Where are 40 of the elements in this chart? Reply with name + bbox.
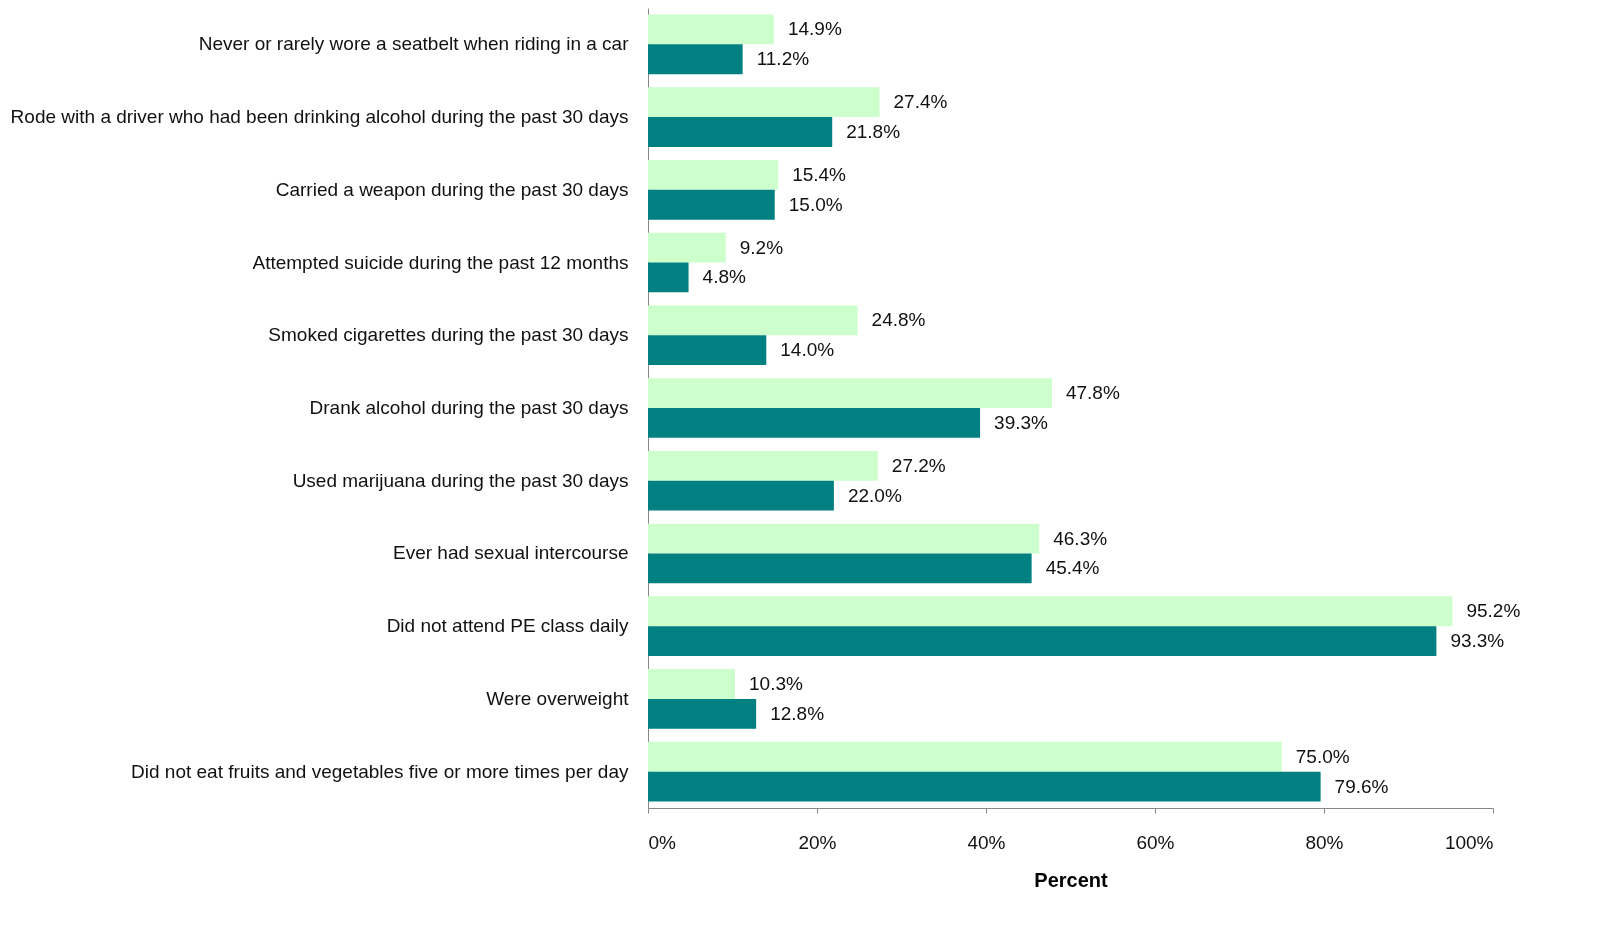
- data-label: 93.3%: [1450, 630, 1505, 652]
- y-tick-label: Did not eat fruits and vegetables five or more times per day: [131, 760, 629, 782]
- y-tick-label: Carried a weapon during the past 30 days: [275, 178, 629, 200]
- data-label: 75.0%: [1295, 745, 1350, 767]
- x-tick-label: 0%: [648, 831, 677, 853]
- y-tick-label: Drank alcohol during the past 30 days: [309, 397, 629, 418]
- data-label: 95.2%: [1466, 600, 1521, 622]
- y-tick-label: Attempted suicide during the past 12 months: [252, 251, 629, 273]
- y-tick-label: Were overweight: [486, 687, 630, 709]
- y-tick-label: Did not attend PE class daily: [386, 615, 629, 637]
- data-label: 12.8%: [770, 702, 825, 724]
- y-tick-label: Rode with a driver who had been drinking alcohol during the past 30 days: [10, 106, 629, 128]
- data-label: 45.4%: [1045, 557, 1100, 579]
- x-tick-label: 60%: [1136, 831, 1175, 853]
- data-label: 27.2%: [891, 454, 946, 476]
- y-tick-label: Never or rarely wore a seatbelt when riding in a car: [198, 33, 630, 55]
- data-label: 11.2%: [756, 48, 810, 70]
- data-label: 79.6%: [1334, 775, 1389, 797]
- y-tick-label: Smoked cigarettes during the past 30 days: [268, 324, 629, 346]
- data-label: 46.3%: [1053, 527, 1108, 549]
- data-label: 21.8%: [846, 121, 901, 142]
- data-label: 10.3%: [749, 673, 804, 694]
- y-tick-label: Ever had sexual intercourse: [392, 542, 629, 564]
- data-label: 15.4%: [792, 163, 847, 185]
- x-tick-label: 80%: [1305, 831, 1344, 853]
- data-label: 47.8%: [1065, 382, 1120, 404]
- data-label: 9.2%: [739, 236, 784, 258]
- x-tick-label: 40%: [967, 831, 1006, 853]
- data-label: 15.0%: [788, 193, 843, 215]
- x-tick-label: 20%: [798, 831, 837, 853]
- x-axis-title: Percent: [1034, 868, 1109, 891]
- data-label: 27.4%: [893, 91, 948, 113]
- data-label: 4.8%: [702, 266, 746, 288]
- y-tick-label: Used marijuana during the past 30 days: [292, 469, 629, 491]
- data-label: 14.9%: [787, 18, 842, 40]
- x-tick-label: 100%: [1444, 831, 1494, 853]
- data-label: 39.3%: [994, 411, 1049, 433]
- data-label: 22.0%: [847, 484, 902, 506]
- data-label: 14.0%: [780, 339, 835, 361]
- data-label: 24.8%: [871, 309, 926, 331]
